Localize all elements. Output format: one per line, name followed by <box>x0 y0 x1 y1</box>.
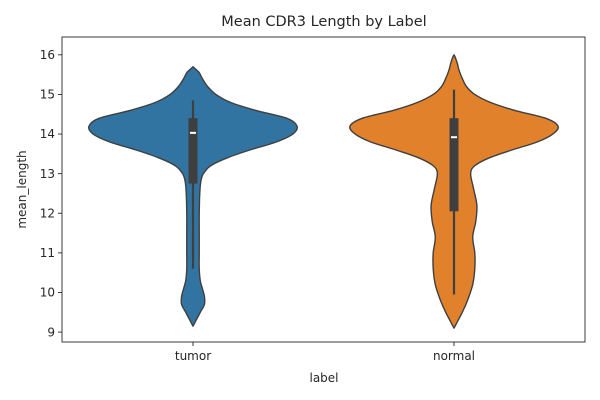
y-tick-label: 13 <box>40 167 55 181</box>
plot-area <box>88 54 559 329</box>
violin-tumor <box>88 66 298 327</box>
y-axis: 9 10 11 12 13 14 15 16 <box>40 48 62 339</box>
chart-title: Mean CDR3 Length by Label <box>221 14 426 30</box>
y-tick-label: 16 <box>40 48 55 62</box>
x-axis: tumor normal <box>175 342 475 363</box>
y-tick-label: 9 <box>47 325 55 339</box>
y-tick-label: 10 <box>40 286 55 300</box>
median-marker <box>190 131 196 134</box>
iqr-box <box>449 118 459 212</box>
y-tick-label: 12 <box>40 206 55 220</box>
y-tick-label: 14 <box>40 127 55 141</box>
y-axis-label: mean_length <box>15 150 29 228</box>
x-tick-label: normal <box>433 349 475 363</box>
median-marker <box>451 136 457 139</box>
plot-frame <box>61 36 586 343</box>
iqr-box <box>188 118 198 184</box>
y-tick-label: 11 <box>40 246 55 260</box>
x-tick-label: tumor <box>175 349 211 363</box>
y-tick-label: 15 <box>40 88 55 102</box>
violin-normal <box>349 54 559 329</box>
x-axis-label: label <box>309 371 338 385</box>
